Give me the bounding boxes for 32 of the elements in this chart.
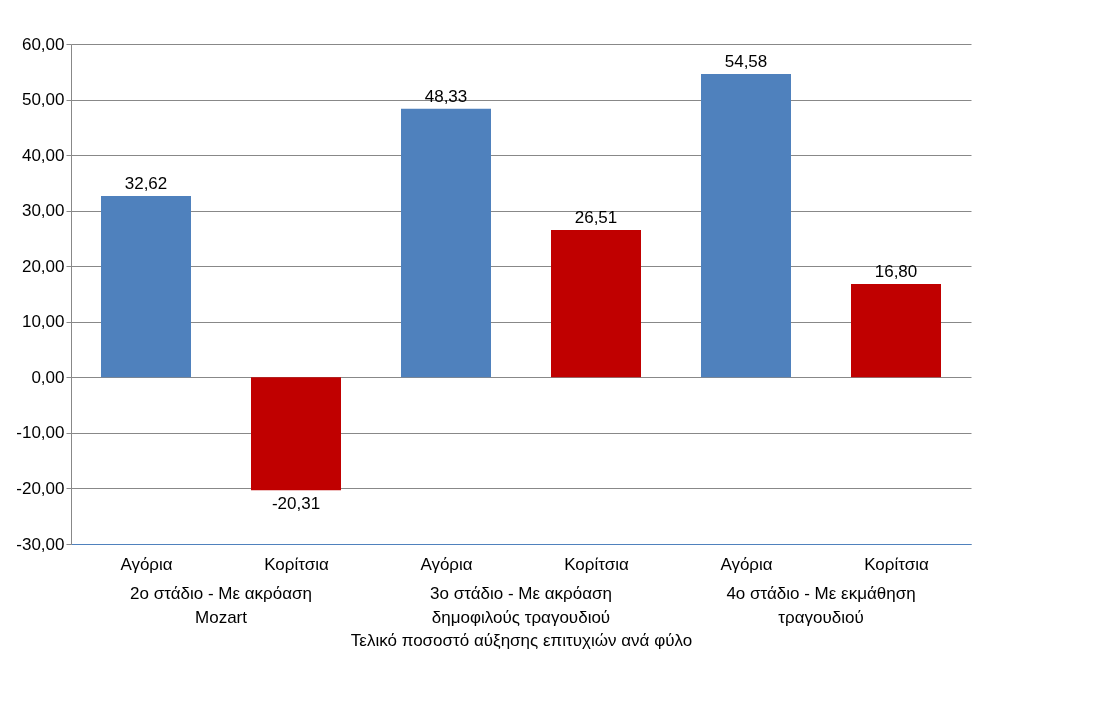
- y-tick-label: 60,00: [21, 34, 65, 54]
- y-tick-label: 50,00: [21, 90, 65, 110]
- x-tick-label: Κορίτσια: [864, 554, 929, 574]
- bar: [251, 377, 341, 491]
- x-axis-title: Τελικό ποσοστό αύξησης επιτυχιών ανά φύλο: [350, 630, 693, 650]
- y-tick-label: -20,00: [16, 478, 65, 498]
- x-tick-label: Αγόρια: [420, 554, 473, 574]
- data-label: 54,58: [724, 52, 768, 72]
- x-tick-label: Αγόρια: [720, 554, 773, 574]
- bar: [401, 108, 491, 378]
- bar: [101, 196, 191, 378]
- y-tick-label: 30,00: [21, 201, 65, 221]
- y-tick-label: 0,00: [31, 367, 65, 387]
- y-tick-label: 10,00: [21, 312, 65, 332]
- text: 3ο στάδιο - Με ακρόαση δημοφιλούς τραγουδιού: [430, 584, 612, 627]
- data-label: 32,62: [124, 174, 168, 194]
- bar: [851, 284, 941, 378]
- text: 2ο στάδιο - Με ακρόαση Mozart: [130, 584, 312, 627]
- data-label: 48,33: [424, 86, 468, 106]
- y-tick-label: 20,00: [21, 256, 65, 276]
- text: 4ο στάδιο - Με εκμάθηση τραγουδιού: [726, 584, 916, 627]
- data-label: 26,51: [574, 208, 618, 228]
- x-tick-label: Αγόρια: [120, 554, 173, 574]
- x-tick-label: Κορίτσια: [564, 554, 629, 574]
- y-tick-label: -30,00: [16, 534, 65, 554]
- y-tick-label: 40,00: [21, 145, 65, 165]
- y-tick-label: -10,00: [16, 423, 65, 443]
- bar: [701, 74, 791, 378]
- data-label: 16,80: [874, 262, 918, 281]
- data-label: -20,31: [271, 494, 321, 514]
- bar: [551, 230, 641, 378]
- x-tick-label: Κορίτσια: [264, 554, 329, 574]
